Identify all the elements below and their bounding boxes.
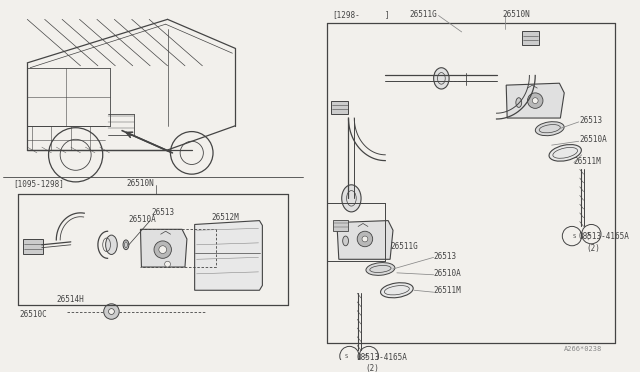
Polygon shape: [337, 221, 393, 259]
Circle shape: [104, 304, 119, 319]
Circle shape: [362, 236, 368, 242]
Text: 26513: 26513: [151, 208, 174, 217]
Ellipse shape: [342, 236, 349, 246]
Circle shape: [109, 309, 115, 314]
Text: S: S: [364, 353, 368, 359]
FancyBboxPatch shape: [24, 239, 43, 254]
Circle shape: [532, 98, 538, 103]
Ellipse shape: [342, 185, 361, 212]
Text: 26511G: 26511G: [390, 242, 418, 251]
Circle shape: [49, 128, 103, 182]
Ellipse shape: [549, 145, 581, 161]
Circle shape: [170, 132, 213, 174]
Text: (2): (2): [586, 244, 600, 253]
Text: 26510A: 26510A: [129, 215, 157, 224]
Text: S: S: [345, 353, 348, 359]
Text: 26513: 26513: [580, 116, 603, 125]
FancyBboxPatch shape: [333, 219, 349, 231]
Text: 26510C: 26510C: [20, 310, 47, 318]
Polygon shape: [195, 221, 262, 290]
Ellipse shape: [123, 240, 129, 250]
Text: 26510N: 26510N: [127, 179, 155, 188]
Text: [1298-: [1298-: [332, 10, 360, 19]
Text: ]: ]: [385, 10, 390, 19]
Circle shape: [357, 231, 372, 247]
Polygon shape: [140, 229, 187, 267]
Ellipse shape: [366, 263, 395, 275]
Circle shape: [159, 246, 166, 253]
Text: (2): (2): [365, 364, 380, 372]
Text: 08513-4165A: 08513-4165A: [356, 353, 407, 362]
Text: 26510N: 26510N: [502, 10, 530, 19]
Text: 26511G: 26511G: [410, 10, 437, 19]
Ellipse shape: [535, 122, 564, 136]
Ellipse shape: [434, 68, 449, 89]
FancyBboxPatch shape: [331, 100, 349, 114]
Text: 26510A: 26510A: [580, 135, 607, 144]
Text: 26511M: 26511M: [574, 157, 602, 166]
Text: S: S: [586, 232, 590, 237]
Text: 26511M: 26511M: [434, 286, 461, 295]
Text: S: S: [572, 234, 575, 238]
Circle shape: [164, 261, 170, 267]
Text: 08513-4165A: 08513-4165A: [579, 232, 630, 241]
Ellipse shape: [381, 283, 413, 298]
Circle shape: [154, 241, 172, 258]
Text: 26513: 26513: [434, 251, 457, 260]
Text: A266*0238: A266*0238: [564, 346, 602, 352]
Text: 26510A: 26510A: [434, 269, 461, 278]
Circle shape: [527, 93, 543, 108]
Ellipse shape: [516, 98, 522, 108]
Ellipse shape: [106, 235, 117, 254]
Text: 26514H: 26514H: [56, 295, 84, 304]
Polygon shape: [506, 83, 564, 118]
Text: 26512M: 26512M: [211, 213, 239, 222]
Text: [1095-1298]: [1095-1298]: [13, 179, 63, 188]
FancyBboxPatch shape: [522, 31, 539, 45]
